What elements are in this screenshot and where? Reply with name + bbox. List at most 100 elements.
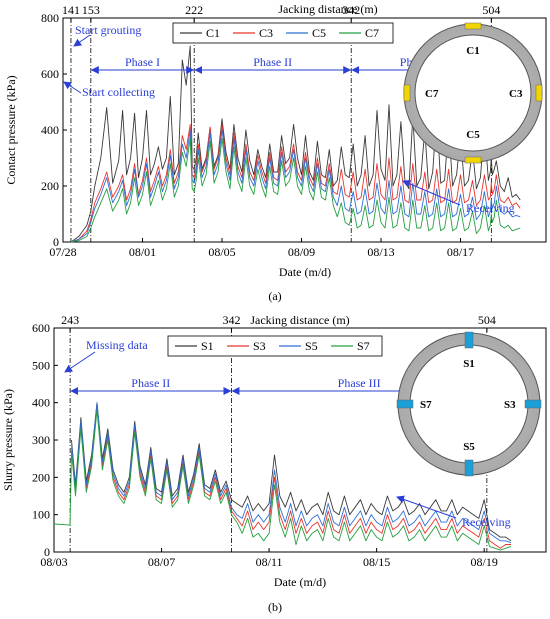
top-axis-label: Jacking distance (m): [250, 313, 349, 327]
x-tick-label: 08/13: [367, 245, 394, 259]
y-tick-label: 200: [41, 179, 59, 193]
sensor-s5-marker: [464, 459, 474, 477]
series-line-c1: [70, 45, 521, 243]
legend-items: S1 S3 S5 S7: [175, 339, 370, 353]
arrow-start-grouting: [73, 34, 91, 47]
x-tick-label: 08/09: [288, 245, 315, 259]
y-tick-label: 300: [32, 433, 50, 447]
x-tick-label: 08/11: [256, 555, 283, 569]
panel-sublabel: (a): [268, 289, 281, 303]
phase-label: Phase I: [125, 55, 160, 69]
y-tick-label: 100: [32, 508, 50, 522]
distance-tick-label: 504: [482, 3, 500, 17]
distance-tick-label: 243: [61, 313, 79, 327]
arrow-receiving: [396, 495, 457, 519]
distance-tick-label: 222: [185, 3, 203, 17]
ring-label-c7: C7: [425, 88, 439, 100]
annotation-receiving: Receiving: [462, 515, 511, 529]
ring-inset: S1 S3 S5 S7: [396, 331, 542, 477]
distance-tick-label: 153: [82, 3, 100, 17]
panel-a-contact-pressure: 07/28 08/01 08/05 08/09 08/13 08/17 0 200 400 60…: [4, 2, 547, 303]
sensor-c7-marker: [403, 84, 411, 102]
legend: C1 C3 C5 C7: [172, 22, 394, 44]
annotation-missing-data: Missing data: [86, 338, 148, 352]
y-tick-label: 400: [32, 396, 50, 410]
x-ticks: 07/28 08/01 08/05 08/09 08/13 08/17: [49, 238, 474, 259]
arrow-missing-data: [64, 351, 96, 373]
legend-label-c5: C5: [312, 26, 326, 40]
arrow-receiving: [402, 180, 461, 206]
legend-label-c3: C3: [259, 26, 273, 40]
y-tick-label: 400: [41, 123, 59, 137]
sensor-s1-marker: [464, 331, 474, 349]
x-tick-label: 08/05: [208, 245, 235, 259]
ring-label-c1: C1: [466, 45, 479, 57]
ring-label-s3: S3: [504, 399, 516, 411]
series-line-s3: [71, 405, 511, 549]
x-tick-label: 08/19: [470, 555, 497, 569]
x-axis-label: Date (m/d): [279, 265, 331, 279]
sensor-c3-marker: [535, 84, 543, 102]
ring-label-s7: S7: [420, 399, 432, 411]
series-line-c7: [70, 137, 521, 243]
legend-label-s1: S1: [201, 339, 214, 353]
distance-tick-label: 342: [342, 3, 360, 17]
legend-label-c1: C1: [206, 26, 220, 40]
x-tick-label: 08/15: [363, 555, 390, 569]
y-tick-label: 0: [53, 235, 59, 249]
ring-label-c3: C3: [509, 88, 523, 100]
y-tick-label: 800: [41, 11, 59, 25]
sensor-c5-marker: [464, 156, 482, 164]
series-line-s5: [71, 402, 512, 544]
x-tick-label: 08/03: [40, 555, 67, 569]
data-series: [70, 45, 521, 243]
legend-label-c7: C7: [365, 26, 379, 40]
x-tick-label: 07/28: [49, 245, 76, 259]
distance-tick-label: 342: [222, 313, 240, 327]
legend-items: C1 C3 C5 C7: [180, 26, 379, 40]
phase-label: Phase II: [253, 55, 292, 69]
phase-arrows: Phase II Phase III: [70, 376, 487, 395]
ring-label-s1: S1: [463, 358, 475, 370]
legend-label-s3: S3: [253, 339, 266, 353]
series-line-s7: [53, 409, 512, 551]
series-line-c5: [70, 129, 521, 243]
panel-sublabel: (b): [268, 600, 282, 614]
y-tick-label: 600: [32, 321, 50, 335]
y-tick-label: 200: [32, 470, 50, 484]
ring-inset: C1 C3 C5 C7: [403, 22, 543, 164]
sensor-s3-marker: [524, 399, 542, 409]
annotation-start-grouting: Start grouting: [75, 23, 141, 37]
phase-label: Phase III: [338, 376, 381, 390]
x-ticks: 08/03 08/07 08/11 08/15 08/19: [40, 548, 498, 569]
distance-tick-label: 504: [478, 313, 496, 327]
legend-label-s5: S5: [305, 339, 318, 353]
x-tick-label: 08/07: [148, 555, 175, 569]
legend: S1 S3 S5 S7: [167, 335, 383, 357]
y-tick-label: 600: [41, 67, 59, 81]
y-ticks: 0 100 200 300 400 500 600: [32, 321, 58, 559]
series-line-c3: [70, 123, 521, 243]
ring-label-s5: S5: [463, 441, 475, 453]
y-axis-label: Contact pressure (kPa): [4, 75, 18, 184]
top-axis-label: Jacking distance (m): [278, 2, 377, 16]
y-ticks: 0 200 400 600 800: [41, 11, 67, 249]
annotation-start-collecting: Start collecting: [82, 85, 155, 99]
y-tick-label: 0: [44, 545, 50, 559]
x-tick-label: 08/17: [447, 245, 474, 259]
annotation-receiving: Receiving: [466, 201, 515, 215]
y-axis-label: Slurry pressure (kPa): [1, 389, 15, 491]
data-series: [53, 402, 512, 551]
arrow-start-collecting: [63, 81, 82, 94]
x-tick-label: 08/01: [129, 245, 156, 259]
distance-ticks: 141 153 222 342 504: [62, 3, 500, 22]
x-axis-label: Date (m/d): [274, 575, 326, 589]
series-line-s1: [71, 402, 512, 542]
distance-tick-label: 141: [62, 3, 80, 17]
distance-ticks: 243 342 504: [61, 313, 496, 332]
legend-box: [167, 335, 383, 357]
legend-label-s7: S7: [357, 339, 370, 353]
sensor-s7-marker: [396, 399, 414, 409]
ring-label-c5: C5: [466, 129, 480, 141]
